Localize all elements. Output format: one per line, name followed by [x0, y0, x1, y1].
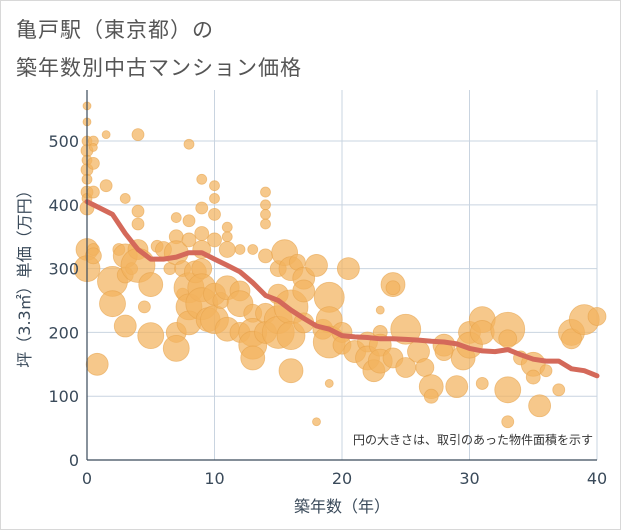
- x-tick-label: 10: [204, 469, 224, 488]
- data-point: [260, 218, 271, 230]
- data-point: [305, 254, 328, 277]
- data-point: [88, 143, 98, 152]
- data-point: [324, 379, 334, 388]
- axes: [86, 90, 597, 461]
- chart-title-line2: 築年数別中古マンション価格: [16, 56, 302, 80]
- y-tick-labels: 0 100 200 300 400 500: [48, 132, 79, 470]
- trend-line-group: [84, 199, 600, 379]
- data-point: [162, 334, 190, 362]
- data-point: [131, 204, 145, 218]
- data-point: [423, 388, 439, 404]
- data-point: [84, 247, 102, 265]
- data-point: [445, 375, 469, 399]
- data-point: [561, 328, 582, 350]
- x-tick-label: 0: [82, 469, 92, 488]
- data-point: [385, 280, 401, 296]
- data-point: [99, 179, 113, 193]
- data-point: [415, 358, 435, 377]
- data-point: [498, 329, 518, 349]
- y-tick-label: 100: [48, 387, 79, 406]
- data-point: [221, 221, 233, 233]
- data-point: [170, 212, 182, 223]
- data-point: [247, 244, 259, 255]
- data-point: [221, 231, 233, 243]
- x-tick-label: 20: [332, 469, 352, 488]
- data-point: [528, 394, 552, 418]
- data-point: [292, 279, 316, 303]
- y-tick-label: 300: [48, 260, 79, 279]
- trend-line: [84, 199, 600, 379]
- x-tick-label: 30: [459, 469, 479, 488]
- data-point: [209, 193, 220, 204]
- data-point: [260, 186, 271, 198]
- data-point: [234, 244, 246, 255]
- data-point: [101, 130, 111, 140]
- y-axis-label: 坪（3.3㎡）単価（万円）: [15, 182, 34, 367]
- data-point: [260, 199, 271, 211]
- data-point: [119, 193, 131, 204]
- data-point: [587, 307, 607, 326]
- data-point: [194, 226, 210, 241]
- data-point: [475, 377, 489, 390]
- data-point: [278, 358, 304, 384]
- data-point: [208, 207, 221, 221]
- y-tick-label: 500: [48, 132, 79, 151]
- data-point: [209, 180, 220, 192]
- data-point: [85, 352, 109, 376]
- x-tick-label: 40: [587, 469, 607, 488]
- data-point: [240, 345, 266, 371]
- data-point: [218, 241, 236, 258]
- x-tick-labels: 0 10 20 30 40: [82, 469, 607, 488]
- data-point: [375, 305, 385, 315]
- data-point: [137, 322, 165, 350]
- data-point: [181, 232, 197, 248]
- y-tick-label: 400: [48, 196, 79, 215]
- data-point: [86, 156, 100, 170]
- y-tick-label: 0: [69, 451, 79, 470]
- data-point: [182, 214, 196, 228]
- data-point: [131, 217, 145, 231]
- data-point: [258, 248, 273, 264]
- data-point: [312, 417, 321, 427]
- data-point: [260, 208, 271, 220]
- data-point: [336, 257, 360, 281]
- data-point: [138, 272, 164, 297]
- data-point: [131, 128, 145, 142]
- x-axis-label: 築年数（年）: [294, 497, 390, 516]
- data-point: [525, 369, 541, 385]
- data-point: [539, 364, 553, 378]
- data-point: [494, 376, 522, 404]
- data-point: [552, 383, 566, 397]
- data-point: [196, 173, 208, 185]
- size-annotation: 円の大きさは、取引のあった物件面積を示す: [353, 432, 593, 447]
- data-point: [207, 232, 222, 248]
- data-point: [137, 300, 151, 314]
- data-point: [195, 201, 209, 215]
- data-point: [99, 290, 126, 318]
- chart-title-line1: 亀戸駅（東京都）の: [16, 18, 214, 42]
- y-tick-label: 200: [48, 323, 79, 342]
- data-point: [86, 185, 100, 199]
- data-point: [501, 415, 515, 429]
- data-point: [183, 138, 195, 150]
- data-point: [113, 314, 137, 338]
